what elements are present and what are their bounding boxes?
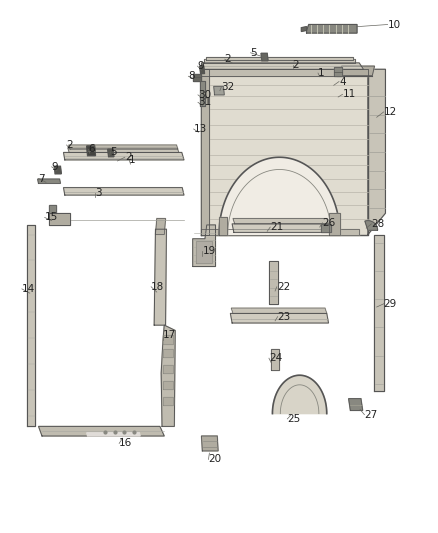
Polygon shape xyxy=(329,213,340,235)
Text: 4: 4 xyxy=(339,77,346,86)
Polygon shape xyxy=(163,365,173,373)
Polygon shape xyxy=(201,229,359,235)
Polygon shape xyxy=(108,149,114,157)
Text: 5: 5 xyxy=(110,147,117,157)
Text: 11: 11 xyxy=(343,90,356,99)
Polygon shape xyxy=(49,205,56,213)
Polygon shape xyxy=(261,53,268,61)
Polygon shape xyxy=(163,335,173,344)
Polygon shape xyxy=(321,224,331,232)
Text: 3: 3 xyxy=(95,188,102,198)
Polygon shape xyxy=(87,146,95,156)
Text: 2: 2 xyxy=(125,152,131,162)
Polygon shape xyxy=(374,235,384,391)
Text: 20: 20 xyxy=(208,455,222,464)
Polygon shape xyxy=(161,325,175,426)
Text: 12: 12 xyxy=(384,107,397,117)
Text: 13: 13 xyxy=(194,124,207,134)
Polygon shape xyxy=(163,381,173,389)
Polygon shape xyxy=(155,219,166,235)
Polygon shape xyxy=(219,217,227,235)
Text: 2: 2 xyxy=(67,140,73,150)
Polygon shape xyxy=(193,74,201,81)
Polygon shape xyxy=(39,426,164,436)
Text: 1: 1 xyxy=(318,68,325,78)
Polygon shape xyxy=(204,59,355,63)
Polygon shape xyxy=(38,179,60,183)
Polygon shape xyxy=(201,436,218,451)
Text: 10: 10 xyxy=(388,20,401,29)
Polygon shape xyxy=(154,229,166,325)
Polygon shape xyxy=(201,69,368,76)
Polygon shape xyxy=(69,145,178,149)
Polygon shape xyxy=(163,397,173,405)
Polygon shape xyxy=(337,66,374,76)
Polygon shape xyxy=(54,166,61,174)
Text: 7: 7 xyxy=(39,174,45,183)
Polygon shape xyxy=(68,148,179,152)
Polygon shape xyxy=(307,25,357,33)
Text: 9: 9 xyxy=(198,61,204,71)
Text: 2: 2 xyxy=(225,54,231,64)
Polygon shape xyxy=(219,157,340,235)
Polygon shape xyxy=(214,86,224,95)
Text: 6: 6 xyxy=(88,144,95,154)
Text: 28: 28 xyxy=(371,219,385,229)
Text: 15: 15 xyxy=(45,213,58,222)
Text: 26: 26 xyxy=(322,218,336,228)
Text: 22: 22 xyxy=(277,282,290,292)
Text: 9: 9 xyxy=(52,162,58,172)
Polygon shape xyxy=(201,63,364,69)
Text: 18: 18 xyxy=(151,282,164,292)
Text: 5: 5 xyxy=(251,48,257,58)
Text: 1: 1 xyxy=(129,155,136,165)
Text: 8: 8 xyxy=(188,71,195,81)
Polygon shape xyxy=(334,67,342,76)
Text: 17: 17 xyxy=(163,330,176,340)
Polygon shape xyxy=(27,225,35,426)
Polygon shape xyxy=(365,221,378,230)
Polygon shape xyxy=(87,433,140,436)
Polygon shape xyxy=(269,261,278,304)
Polygon shape xyxy=(206,57,353,60)
Polygon shape xyxy=(232,224,331,232)
Text: 24: 24 xyxy=(269,353,282,363)
Text: 29: 29 xyxy=(384,299,397,309)
Polygon shape xyxy=(271,349,279,370)
Polygon shape xyxy=(201,69,368,235)
Text: 25: 25 xyxy=(287,414,300,424)
Polygon shape xyxy=(272,375,327,414)
Polygon shape xyxy=(201,69,209,235)
Polygon shape xyxy=(64,188,184,195)
Text: 32: 32 xyxy=(221,83,234,92)
Text: 19: 19 xyxy=(202,246,215,255)
Text: 27: 27 xyxy=(364,410,378,419)
Polygon shape xyxy=(231,308,327,313)
Polygon shape xyxy=(200,81,205,106)
Text: 30: 30 xyxy=(198,90,211,100)
Text: 23: 23 xyxy=(278,312,291,321)
Polygon shape xyxy=(193,225,215,266)
Text: 2: 2 xyxy=(293,60,299,70)
Polygon shape xyxy=(368,69,385,235)
Polygon shape xyxy=(163,349,173,357)
Text: 31: 31 xyxy=(198,98,211,107)
Polygon shape xyxy=(49,213,70,225)
Text: 16: 16 xyxy=(119,439,132,448)
Text: 14: 14 xyxy=(22,284,35,294)
Text: 21: 21 xyxy=(270,222,283,232)
Polygon shape xyxy=(64,152,184,160)
Polygon shape xyxy=(349,399,363,410)
Polygon shape xyxy=(200,66,205,74)
Polygon shape xyxy=(301,27,307,31)
Polygon shape xyxy=(233,219,328,224)
Polygon shape xyxy=(196,241,212,263)
Polygon shape xyxy=(230,313,328,323)
